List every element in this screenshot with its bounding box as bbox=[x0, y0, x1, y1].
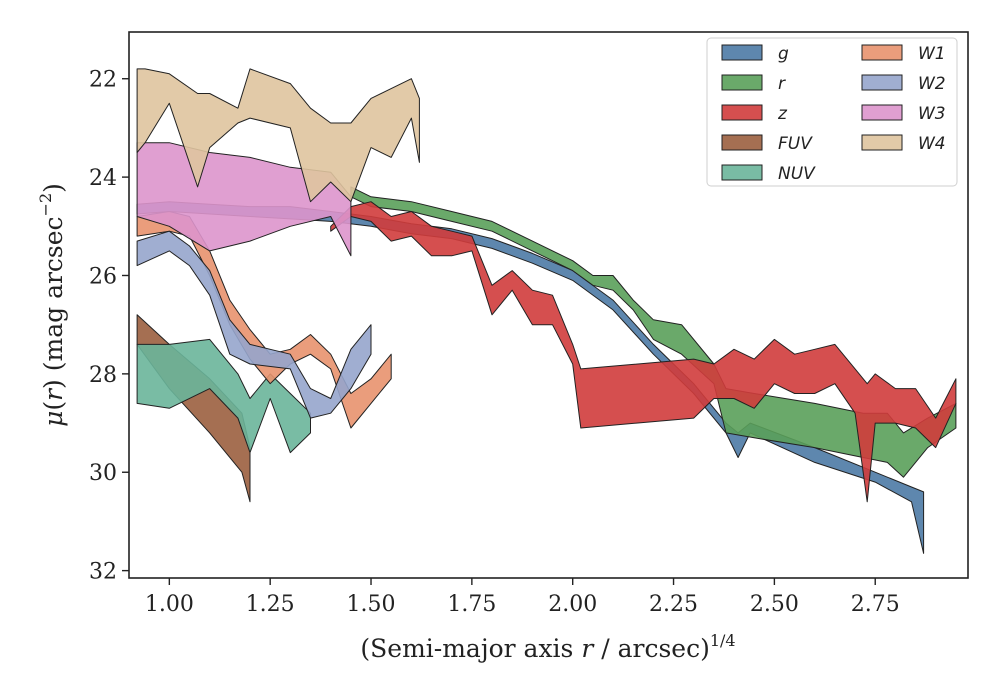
legend-swatch-r bbox=[721, 74, 763, 91]
plot-frame bbox=[128, 31, 969, 579]
x-tick-label: 1.75 bbox=[447, 592, 496, 617]
band-nuv bbox=[136, 338, 311, 454]
band-w2 bbox=[136, 230, 372, 419]
x-tick-label: 2.25 bbox=[649, 592, 698, 617]
x-tick-label: 1.00 bbox=[145, 592, 194, 617]
band-layer bbox=[136, 68, 957, 554]
legend-swatch-nuv bbox=[721, 164, 763, 181]
x-axis: 1.00 1.25 1.50 1.75 2.00 2.25 2.50 2.75 bbox=[145, 578, 900, 617]
legend-label-g: g bbox=[778, 44, 789, 64]
legend-swatch-w4 bbox=[861, 134, 903, 151]
x-tick-label: 2.00 bbox=[548, 592, 597, 617]
y-tick-label: 32 bbox=[89, 560, 117, 585]
legend-swatch-fuv bbox=[721, 134, 763, 151]
y-tick-label: 24 bbox=[89, 166, 117, 191]
x-tick-label: 1.50 bbox=[347, 592, 396, 617]
band-w4 bbox=[136, 68, 420, 203]
x-tick-label: 2.50 bbox=[750, 592, 799, 617]
y-tick-label: 22 bbox=[89, 68, 117, 93]
y-tick-label: 26 bbox=[89, 264, 117, 289]
legend-swatch-w2 bbox=[861, 74, 903, 91]
x-axis-label: (Semi-major axis r / arcsec)1/4 bbox=[360, 631, 735, 663]
legend-label-nuv: NUV bbox=[778, 164, 816, 184]
legend-label-fuv: FUV bbox=[778, 134, 813, 154]
legend-label-w4: W4 bbox=[918, 134, 946, 154]
legend: grz FUV NUV W1 W2 W3 W4 bbox=[706, 37, 958, 187]
legend-label-w2: W2 bbox=[918, 74, 946, 94]
legend-label-z: z bbox=[777, 104, 788, 124]
y-tick-label: 30 bbox=[89, 461, 117, 486]
legend-label-r: r bbox=[778, 74, 786, 94]
band-z bbox=[330, 201, 957, 503]
band-w3 bbox=[136, 142, 352, 257]
band-r bbox=[350, 186, 957, 478]
legend-label-w1: W1 bbox=[918, 44, 946, 64]
legend-swatch-z bbox=[721, 104, 763, 121]
y-tick-label: 28 bbox=[89, 363, 117, 388]
legend-swatch-w3 bbox=[861, 104, 903, 121]
legend-label-w3: W3 bbox=[918, 104, 946, 124]
x-tick-label: 1.25 bbox=[246, 592, 295, 617]
y-axis-label: μ(r) (mag arcsec−2) bbox=[36, 183, 68, 427]
legend-swatch-w1 bbox=[861, 44, 903, 61]
y-axis: 22 24 26 28 30 32 bbox=[89, 68, 129, 585]
legend-swatch-g bbox=[721, 44, 763, 61]
x-tick-label: 2.75 bbox=[851, 592, 900, 617]
